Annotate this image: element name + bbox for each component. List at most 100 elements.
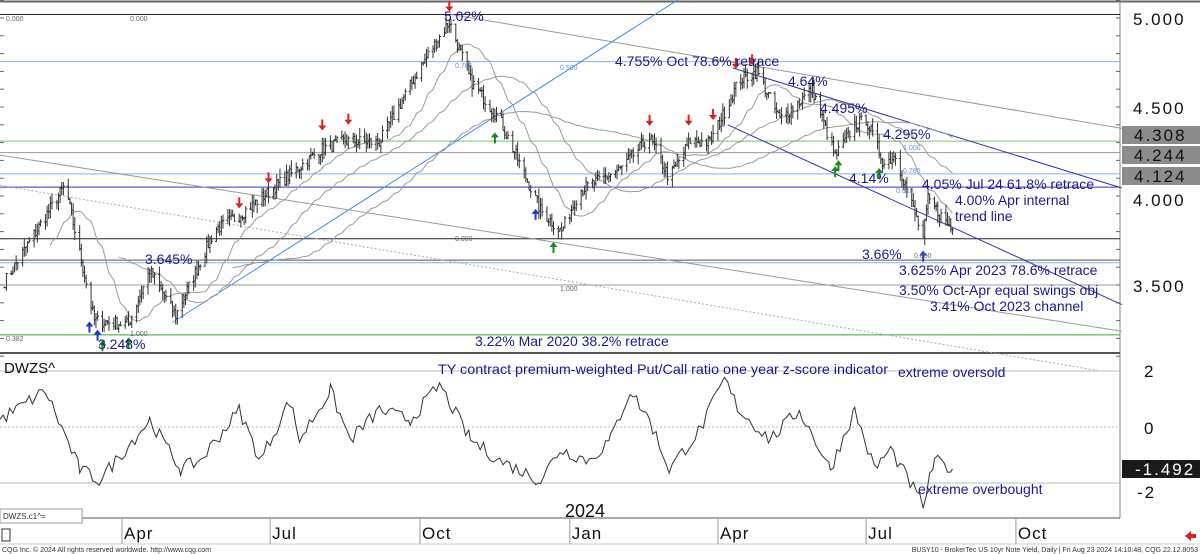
price-bar (620, 165, 624, 176)
price-bar (665, 161, 669, 185)
price-bar (700, 132, 704, 147)
fib-label: 0.382 (6, 336, 24, 343)
scroll-left-arrow-icon[interactable] (1185, 531, 1196, 541)
price-tick: 3.500 (1133, 277, 1186, 296)
price-bar (950, 227, 954, 235)
price-bar (415, 71, 419, 80)
price-bar (392, 105, 396, 120)
price-bar (608, 173, 612, 182)
price-bar (244, 206, 248, 224)
sell-signal-arrow-icon (445, 0, 454, 12)
month-label: Oct (1018, 524, 1047, 543)
indicator-current-tag: -1.492 (1122, 460, 1200, 479)
price-bar (118, 321, 122, 327)
price-tick: 4.000 (1133, 191, 1186, 210)
buy-signal-arrow-icon (549, 242, 558, 254)
buy-signal-arrow-icon (834, 160, 843, 172)
trend-line (727, 124, 1122, 306)
price-bar (210, 235, 214, 245)
annotation-3-66: 3.66% (862, 246, 902, 262)
moving-average-50 (118, 75, 953, 304)
annotation-3-22: 3.22% Mar 2020 38.2% retrace (475, 333, 669, 349)
price-bar (745, 68, 749, 89)
buy-signal-arrow-icon (85, 321, 94, 333)
scroll-handle[interactable] (1, 528, 11, 542)
month-label: Jul (868, 524, 893, 543)
price-bar (369, 137, 373, 149)
fib-label: 0.500 (560, 65, 578, 72)
annotation-3-248: 3.248% (98, 336, 145, 352)
indicator-name: DWZS^ (4, 360, 55, 377)
price-bar (267, 182, 271, 204)
price-bar (164, 289, 168, 302)
sell-signal-arrow-icon (344, 113, 353, 125)
price-bar (255, 199, 259, 214)
sell-signal-arrow-icon (731, 57, 740, 69)
price-bar (107, 316, 111, 331)
price-bar (688, 137, 692, 145)
price-bar (381, 125, 385, 143)
svg-text:4.244: 4.244 (1134, 146, 1187, 165)
buy-signal-arrow-icon (831, 166, 840, 178)
fib-label: 0.786 (903, 168, 921, 175)
trend-line (172, 0, 678, 323)
sell-signal-arrow-icon (235, 197, 244, 209)
price-bar (50, 193, 54, 210)
trend-line (0, 184, 1098, 371)
fib-label: 0.000 (455, 236, 473, 243)
price-bar (426, 46, 430, 59)
price-bar (563, 216, 567, 229)
fib-label: 1.000 (903, 145, 921, 152)
price-bar (654, 137, 658, 154)
buy-signal-arrow-icon (490, 132, 499, 144)
price-bar (506, 131, 510, 140)
price-bar (289, 160, 293, 177)
annotation-4-05: 4.05% Jul 24 61.8% retrace (922, 176, 1094, 192)
price-bar (16, 262, 20, 270)
price-bar (882, 158, 886, 170)
annotation-4-14: 4.14% (849, 170, 889, 186)
price-bar (495, 106, 499, 123)
price-bar (73, 216, 77, 241)
price-bar (757, 59, 761, 76)
fib-label: 0.786 (455, 63, 473, 70)
price-bar (574, 200, 578, 212)
price-bar (643, 141, 647, 152)
price-tick: 5.000 (1133, 10, 1186, 29)
price-bar (848, 130, 852, 141)
price-bar (221, 214, 225, 229)
price-bar (597, 170, 601, 181)
price-bar (153, 271, 157, 285)
price-bar (27, 236, 31, 244)
indicator-legend-box (0, 508, 83, 524)
svg-text:-1.492: -1.492 (1135, 460, 1195, 479)
indicator-tick: 2 (1144, 362, 1155, 381)
price-bar (130, 315, 134, 329)
price-bar (859, 112, 863, 121)
price-bar (403, 88, 407, 101)
price-bar (814, 93, 818, 101)
price-bar (4, 272, 8, 291)
annotation-3-625: 3.625% Apr 2023 78.6% retrace (899, 262, 1098, 278)
price-bar (871, 118, 875, 137)
annotation-4-64: 4.64% (788, 73, 828, 89)
fib-label: 0.000 (6, 16, 24, 23)
footer-copyright: CQG Inc. © 2024 All rights reserved worl… (2, 546, 211, 554)
price-bar (825, 116, 829, 140)
indicator-title: TY contract premium-weighted Put/Call ra… (438, 361, 888, 377)
price-bar (460, 44, 464, 62)
price-bar (722, 106, 726, 126)
indicator-line (0, 376, 953, 509)
price-bar (677, 157, 681, 169)
price-bar (301, 158, 305, 171)
price-bar (586, 181, 590, 192)
annotation-4-295: 4.295% (883, 126, 930, 142)
footer-instrument-info: BUSY10 - BrokerTec US 10yr Note Yield, D… (912, 547, 1198, 554)
indicator-label-oversold: extreme oversold (898, 364, 1005, 380)
price-bar (232, 213, 236, 222)
annotation-4-00: 4.00% Apr internal (955, 192, 1069, 208)
buy-signal-arrow-icon (875, 167, 884, 179)
price-bar (928, 193, 932, 204)
price-bar (836, 140, 840, 157)
